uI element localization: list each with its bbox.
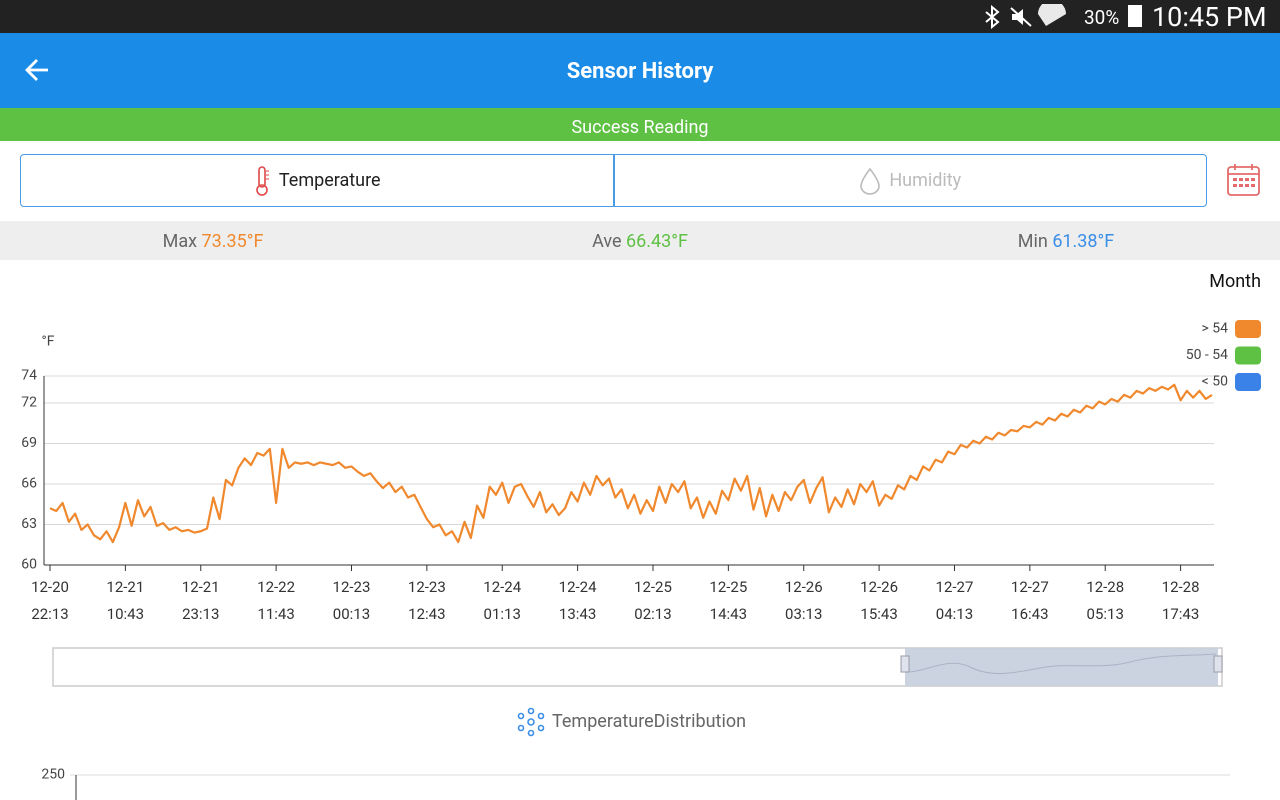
x-tick-label: 12-26 — [860, 578, 898, 596]
stat-label: Ave — [592, 231, 622, 252]
x-tick-label: 13:43 — [559, 605, 596, 623]
humidity-tab[interactable]: Humidity — [615, 155, 1207, 206]
temperature-line — [49, 383, 1213, 544]
x-tick-label: 12:43 — [408, 605, 445, 623]
x-tick-label: 12-27 — [1011, 578, 1049, 596]
x-tick-label: 23:13 — [182, 605, 219, 623]
stat-label: Min — [1017, 231, 1048, 252]
x-tick-label: 03:13 — [785, 605, 822, 623]
x-tick-label: 11:43 — [257, 605, 294, 623]
legend-label: 50 - 54 — [1186, 347, 1228, 363]
x-tick-label: 12-22 — [257, 578, 295, 596]
legend-swatch — [1235, 346, 1261, 365]
ave-stat: Ave 66.43°F — [592, 231, 688, 252]
max-stat: Max 73.35°F — [163, 231, 264, 252]
x-tick-label: 22:13 — [31, 605, 68, 623]
x-tick-label: 04:13 — [936, 605, 973, 623]
x-tick-label: 12-25 — [709, 578, 747, 596]
x-tick-label: 12-26 — [785, 578, 823, 596]
legend-label: < 50 — [1202, 374, 1228, 390]
y-tick-label: 72 — [21, 395, 37, 411]
x-tick-label: 12-21 — [182, 578, 220, 596]
stat-label: Max — [162, 231, 198, 252]
navigator-preview — [909, 653, 1217, 675]
x-tick-label: 01:13 — [484, 605, 521, 623]
stat-value: 61.38°F — [1052, 231, 1115, 252]
x-tick-label: 16:43 — [1011, 605, 1048, 623]
chart: Month °F TemperatureDistribution 250 60 6… — [21, 271, 1261, 800]
droplet-icon — [860, 167, 881, 195]
x-tick-label: 12-25 — [634, 578, 672, 596]
battery-text: 30% — [1084, 6, 1120, 29]
y-tick-label: 66 — [21, 476, 37, 492]
x-tick-label: 12-28 — [1086, 578, 1124, 596]
tab-group: Temperature Humidity — [20, 154, 1207, 207]
tab-label: Humidity — [889, 170, 962, 191]
stat-value: 66.43°F — [626, 231, 688, 252]
stats-bar: Max 73.35°F Ave 66.43°F Min 61.38°F — [0, 221, 1280, 260]
x-tick-label: 02:13 — [634, 605, 671, 623]
legend-swatch — [1235, 320, 1261, 338]
y-tick-label: 60 — [21, 557, 37, 573]
y-tick-label: 74 — [21, 368, 37, 384]
temperature-tab[interactable]: Temperature — [21, 155, 615, 206]
y-axis-unit: °F — [42, 334, 55, 350]
tab-label: Temperature — [278, 170, 381, 191]
x-tick-label: 10:43 — [107, 605, 144, 623]
navigator-selection[interactable] — [905, 648, 1218, 686]
x-tick-label: 00:13 — [333, 605, 370, 623]
battery-icon — [1128, 5, 1142, 27]
thermometer-icon — [256, 165, 269, 196]
legend-label: > 54 — [1201, 321, 1228, 337]
app-bar: Sensor History — [0, 33, 1280, 108]
min-stat: Min 61.38°F — [1018, 231, 1114, 252]
page-title: Sensor History — [566, 59, 714, 84]
x-tick-label: 12-23 — [408, 578, 446, 596]
distribution-icon — [517, 707, 545, 737]
stat-value: 73.35°F — [201, 231, 264, 252]
calendar-button[interactable] — [1226, 163, 1262, 197]
clock: 10:45 PM — [1152, 1, 1267, 33]
distribution-tick: 250 — [41, 767, 65, 783]
y-tick-label: 63 — [21, 516, 37, 532]
navigator-handle[interactable] — [1213, 655, 1223, 673]
x-tick-label: 12-21 — [106, 578, 144, 596]
legend-swatch — [1235, 373, 1261, 391]
x-tick-label: 12-27 — [936, 578, 974, 596]
x-tick-label: 05:13 — [1087, 605, 1124, 623]
x-tick-label: 15:43 — [860, 605, 897, 623]
status-icons — [985, 4, 1066, 30]
back-button[interactable] — [24, 57, 50, 83]
x-tick-label: 12-28 — [1162, 578, 1200, 596]
y-tick-label: 69 — [21, 435, 37, 451]
status-bar: 30% 10:45 PM — [0, 0, 1280, 33]
x-tick-label: 12-20 — [31, 578, 69, 596]
x-tick-label: 17:43 — [1162, 605, 1199, 623]
x-tick-label: 14:43 — [710, 605, 747, 623]
range-button[interactable]: Month — [1209, 271, 1261, 292]
x-tick-label: 12-24 — [559, 578, 597, 596]
x-tick-label: 12-24 — [483, 578, 521, 596]
status-banner: Success Reading — [0, 108, 1280, 141]
navigator-handle[interactable] — [900, 655, 910, 673]
x-tick-label: 12-23 — [333, 578, 371, 596]
distribution-title: TemperatureDistribution — [552, 711, 746, 732]
